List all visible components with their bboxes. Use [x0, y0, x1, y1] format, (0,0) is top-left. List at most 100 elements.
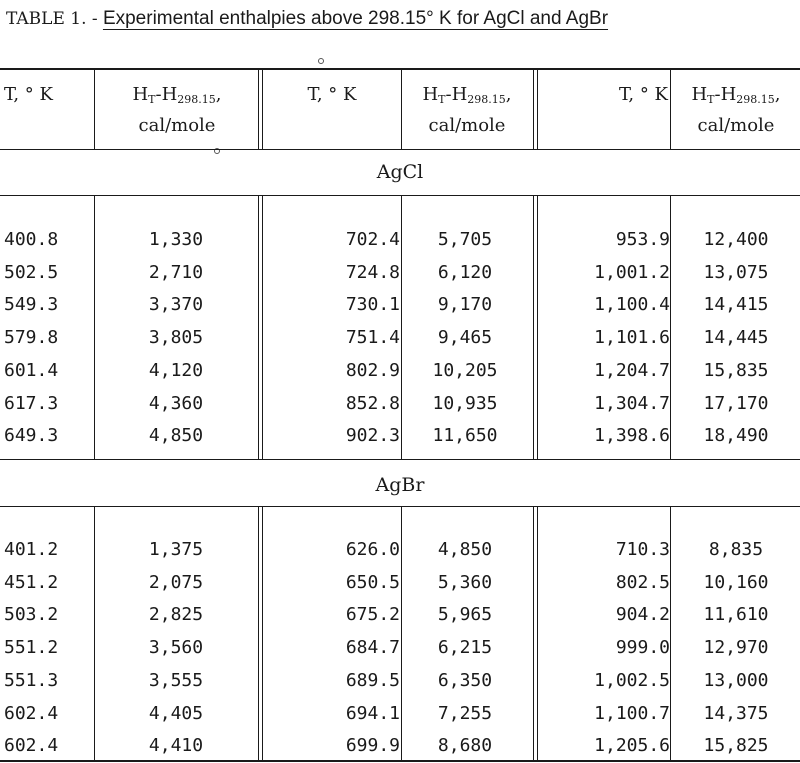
header-temperature-2: T, ° K	[307, 84, 357, 105]
header-unit: cal/mole	[428, 115, 506, 136]
table-cell: 751.4	[345, 327, 400, 349]
agcl-section-rule	[0, 195, 800, 196]
table-caption: Experimental enthalpies above 298.15° K …	[102, 8, 609, 29]
table-cell: 1,330	[148, 229, 204, 250]
table-cell: 4,850	[148, 425, 204, 447]
table-title: TABLE 1. - Experimental enthalpies above…	[0, 8, 800, 30]
agbr-top-rule	[0, 459, 800, 460]
table-cell: 8,835	[708, 539, 764, 560]
table-cell: 650.5	[345, 571, 400, 593]
col-divider	[401, 196, 402, 459]
col-divider	[533, 196, 534, 459]
table-cell: 10,935	[432, 392, 498, 414]
section-label-agbr: AgBr	[375, 474, 425, 496]
scan-speck	[318, 58, 324, 64]
table-cell: 3,555	[148, 669, 204, 691]
table-cell: 684.7	[345, 637, 400, 659]
col-divider	[401, 70, 402, 149]
col-divider	[533, 507, 534, 760]
table-cell: 12,400	[703, 229, 769, 250]
scan-speck	[214, 148, 220, 154]
table-cell: 6,120	[437, 261, 493, 283]
col-divider	[537, 196, 538, 459]
agbr-section-rule	[0, 506, 800, 507]
col-divider	[537, 70, 538, 149]
table-cell: 699.9	[345, 735, 400, 757]
table-cell: 14,375	[703, 702, 769, 724]
table-cell: 4,120	[148, 359, 204, 381]
table-cell: 5,705	[437, 229, 493, 250]
table-cell: 689.5	[345, 669, 400, 691]
col-divider	[94, 70, 95, 149]
table-cell: 724.8	[345, 261, 400, 283]
header-enthalpy-1: HT-H298.15, cal/mole	[96, 82, 258, 139]
col-divider	[401, 507, 402, 760]
table-cell: 6,350	[437, 669, 493, 691]
col-divider	[258, 70, 259, 149]
table-cell: 1,304.7	[594, 392, 670, 414]
header-temperature-1: T, ° K	[4, 84, 53, 105]
header-unit: cal/mole	[697, 115, 775, 136]
table-cell: 2,825	[148, 604, 204, 626]
col-divider	[537, 507, 538, 760]
table-cell: 9,170	[437, 294, 493, 316]
col-divider	[258, 196, 259, 459]
table-cell: 1,101.6	[594, 327, 670, 349]
col-divider	[258, 507, 259, 760]
table-cell: 503.2	[4, 604, 59, 626]
header-unit: cal/mole	[138, 115, 216, 136]
header-enthalpy-3: HT-H298.15, cal/mole	[672, 82, 800, 139]
table-cell: 602.4	[4, 735, 59, 757]
table-cell: 710.3	[615, 539, 670, 560]
table-cell: 4,410	[148, 735, 204, 757]
table-cell: 6,215	[437, 637, 493, 659]
table-cell: 1,100.4	[594, 294, 670, 316]
table-cell: 7,255	[437, 702, 493, 724]
table-cell: 694.1	[345, 702, 400, 724]
table-cell: 802.9	[345, 359, 400, 381]
table-cell: 13,000	[703, 669, 769, 691]
table-cell: 8,680	[437, 735, 493, 757]
col-divider	[670, 507, 671, 760]
header-enthalpy-2: HT-H298.15, cal/mole	[402, 82, 532, 139]
table-cell: 400.8	[4, 229, 59, 250]
table-cell: 12,970	[703, 637, 769, 659]
table-cell: 15,835	[703, 359, 769, 381]
col-divider	[94, 507, 95, 760]
section-label-agcl: AgCl	[376, 161, 424, 183]
table-cell: 11,610	[703, 604, 769, 626]
table-cell: 14,415	[703, 294, 769, 316]
table-cell: 551.3	[4, 669, 59, 691]
col-divider	[262, 507, 263, 760]
header-rule	[0, 149, 800, 150]
table-cell: 502.5	[4, 261, 59, 283]
table-cell: 617.3	[4, 392, 59, 414]
table-cell: 649.3	[4, 425, 59, 447]
table-cell: 15,825	[703, 735, 769, 757]
col-divider	[94, 196, 95, 459]
col-divider	[533, 70, 534, 149]
table-cell: 1,002.5	[594, 669, 670, 691]
table-cell: 1,398.6	[594, 425, 670, 447]
table-cell: 4,405	[148, 702, 204, 724]
col-divider	[670, 196, 671, 459]
table-cell: 675.2	[345, 604, 400, 626]
table-bottom-rule	[0, 760, 800, 762]
table-cell: 2,075	[148, 571, 204, 593]
table-cell: 3,805	[148, 327, 204, 349]
table-cell: 9,465	[437, 327, 493, 349]
table-cell: 579.8	[4, 327, 59, 349]
table-cell: 5,360	[437, 571, 493, 593]
header-temperature-3: T, ° K	[619, 84, 668, 105]
table-cell: 4,850	[437, 539, 493, 560]
table-cell: 852.8	[345, 392, 400, 414]
table-cell: 451.2	[4, 571, 59, 593]
table-cell: 18,490	[703, 425, 769, 447]
table-cell: 904.2	[615, 604, 670, 626]
table-cell: 1,001.2	[594, 261, 670, 283]
table-cell: 5,965	[437, 604, 493, 626]
table-cell: 902.3	[345, 425, 400, 447]
table-cell: 4,360	[148, 392, 204, 414]
table-cell: 602.4	[4, 702, 59, 724]
table-cell: 2,710	[148, 261, 204, 283]
